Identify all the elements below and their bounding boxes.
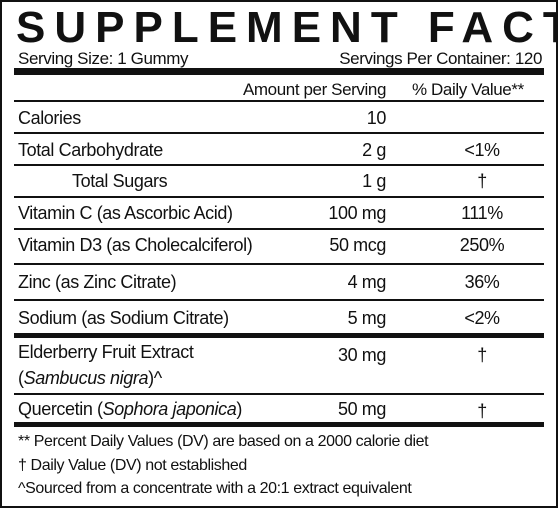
daily-value: † [477,345,487,365]
nutrient-name: Sodium (as Sodium Citrate) [18,306,229,330]
nutrient-name: Vitamin C (as Ascorbic Acid) [18,201,233,225]
thick-rule [14,68,544,75]
nutrient-name: Total Carbohydrate [18,138,163,162]
footnote: ** Percent Daily Values (DV) are based o… [18,433,429,450]
rule [14,164,544,166]
name-part: Total Sugars [72,171,168,191]
nutrient-name: Vitamin D3 (as Cholecalciferol) [18,233,253,257]
header-dv: % Daily Value** [412,80,524,99]
latin-name: Sophora japonica [102,399,237,419]
title: SUPPLEMENT FACTS [16,3,558,52]
name-part: )^ [148,368,162,388]
amount: 4 mg [347,272,387,292]
daily-value: <2% [464,308,500,328]
thick-rule [14,422,544,427]
nutrient-name: Elderberry Fruit Extract [18,340,194,364]
name-part: Total Carbohydrate [18,140,163,160]
footnote: † Daily Value (DV) not established [18,457,247,474]
amount: 50 mcg [329,235,386,255]
name-part: Sodium (as Sodium Citrate) [18,308,229,328]
daily-value: <1% [464,140,500,160]
amount: 2 g [362,140,386,160]
rule [14,100,544,102]
footnote: ^Sourced from a concentrate with a 20:1 … [18,480,412,497]
rule [14,393,544,395]
rule [14,228,544,230]
rule [14,263,544,265]
amount: 1 g [362,171,386,191]
name-part: Calories [18,108,81,128]
daily-value: 111% [461,203,503,223]
nutrient-name: Total Sugars [72,169,168,193]
servings-per-container: Servings Per Container: 120 [339,49,542,68]
daily-value: 250% [459,235,505,255]
name-part: Vitamin C (as Ascorbic Acid) [18,203,233,223]
thick-rule [14,333,544,338]
amount: 10 [366,108,387,128]
nutrient-name: Zinc (as Zinc Citrate) [18,270,177,294]
nutrient-name: Quercetin (Sophora japonica) [18,397,242,421]
name-part: Zinc (as Zinc Citrate) [18,272,177,292]
nutrient-name: (Sambucus nigra)^ [18,366,162,390]
name-part: Quercetin ( [18,399,103,419]
daily-value: † [477,171,487,191]
rule [14,299,544,301]
name-part: Vitamin D3 (as Cholecalciferol) [18,235,253,255]
latin-name: Sambucus nigra [23,368,149,388]
header-amount: Amount per Serving [242,80,386,99]
nutrient-name: Calories [18,106,81,130]
name-part: ( [18,368,24,388]
name-part: Elderberry Fruit Extract [18,342,194,362]
name-part: ) [236,399,242,419]
rule [14,132,544,134]
serving-size: Serving Size: 1 Gummy [18,49,189,68]
rule [14,196,544,198]
daily-value: 36% [464,272,500,292]
amount: 50 mg [337,399,386,419]
amount: 5 mg [347,308,387,328]
amount: 100 mg [328,203,386,223]
daily-value: † [477,401,487,421]
amount: 30 mg [337,345,386,365]
